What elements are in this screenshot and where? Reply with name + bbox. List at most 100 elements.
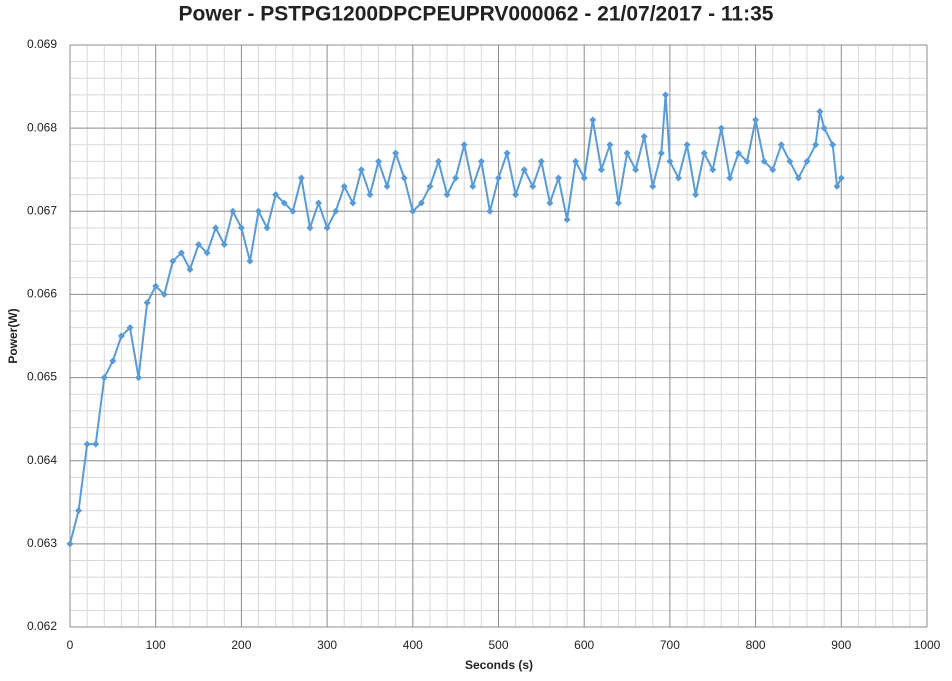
marker — [237, 224, 245, 232]
marker — [623, 149, 631, 157]
x-tick-label: 1000 — [914, 638, 941, 652]
y-tick-label: 0.065 — [27, 370, 57, 384]
y-axis-title: Power(W) — [6, 308, 20, 363]
marker — [572, 157, 580, 165]
marker — [366, 191, 374, 199]
x-tick-label: 700 — [660, 638, 680, 652]
marker — [443, 191, 451, 199]
y-tick-label: 0.066 — [27, 287, 57, 301]
marker — [614, 199, 622, 207]
marker — [632, 166, 640, 174]
marker — [563, 216, 571, 224]
marker — [280, 199, 288, 207]
marker — [597, 166, 605, 174]
marker — [169, 257, 177, 265]
x-tick-label: 100 — [146, 638, 166, 652]
chart-title: Power - PSTPG1200DPCPEUPRV000062 - 21/07… — [179, 3, 774, 26]
marker — [786, 157, 794, 165]
marker — [640, 132, 648, 140]
marker — [589, 116, 597, 124]
marker — [777, 141, 785, 149]
marker — [537, 157, 545, 165]
marker — [812, 141, 820, 149]
marker — [460, 141, 468, 149]
marker — [760, 157, 768, 165]
marker — [837, 174, 845, 182]
marker — [666, 157, 674, 165]
marker — [657, 149, 665, 157]
marker — [383, 182, 391, 190]
marker — [255, 207, 263, 215]
marker — [820, 124, 828, 132]
marker — [297, 174, 305, 182]
marker — [272, 191, 280, 199]
marker — [546, 199, 554, 207]
marker — [717, 124, 725, 132]
marker — [554, 174, 562, 182]
marker — [409, 207, 417, 215]
marker — [263, 224, 271, 232]
y-tick-label: 0.063 — [27, 536, 57, 550]
marker — [700, 149, 708, 157]
marker — [83, 440, 91, 448]
marker — [306, 224, 314, 232]
marker — [186, 265, 194, 273]
marker — [109, 357, 117, 365]
marker — [769, 166, 777, 174]
marker — [100, 374, 108, 382]
marker — [829, 141, 837, 149]
marker — [683, 141, 691, 149]
y-tick-label: 0.062 — [27, 619, 57, 633]
marker — [606, 141, 614, 149]
marker — [469, 182, 477, 190]
marker — [143, 299, 151, 307]
marker — [246, 257, 254, 265]
marker — [452, 174, 460, 182]
x-tick-label: 0 — [67, 638, 74, 652]
marker — [195, 241, 203, 249]
marker — [220, 241, 228, 249]
x-tick-label: 300 — [317, 638, 337, 652]
x-tick-label: 400 — [403, 638, 423, 652]
marker — [477, 157, 485, 165]
line — [69, 94, 843, 545]
marker — [417, 199, 425, 207]
marker — [512, 191, 520, 199]
marker — [375, 157, 383, 165]
marker — [495, 174, 502, 182]
marker — [734, 149, 742, 157]
marker — [349, 199, 357, 207]
marker — [392, 149, 400, 157]
marker — [323, 224, 331, 232]
marker — [692, 191, 700, 199]
marker — [752, 116, 760, 124]
marker — [649, 182, 657, 190]
marker — [426, 182, 434, 190]
marker — [833, 182, 841, 190]
marker — [160, 290, 168, 298]
marker — [135, 374, 143, 382]
y-tick-label: 0.068 — [27, 120, 57, 134]
marker — [177, 249, 185, 257]
marker — [529, 182, 537, 190]
marker — [229, 207, 237, 215]
marker — [400, 174, 408, 182]
marker — [662, 91, 670, 99]
y-tick-label: 0.064 — [27, 453, 57, 467]
marker — [117, 332, 125, 340]
marker — [726, 174, 734, 182]
marker — [503, 149, 511, 157]
marker — [152, 282, 160, 290]
marker — [289, 207, 297, 215]
marker — [803, 157, 811, 165]
marker — [816, 108, 824, 116]
marker — [203, 249, 211, 257]
marker — [357, 166, 365, 174]
marker — [75, 507, 83, 515]
marker — [580, 174, 588, 182]
x-axis-title: Seconds (s) — [465, 658, 533, 672]
x-tick-label: 800 — [746, 638, 766, 652]
marker — [92, 440, 100, 448]
x-tick-label: 200 — [231, 638, 251, 652]
